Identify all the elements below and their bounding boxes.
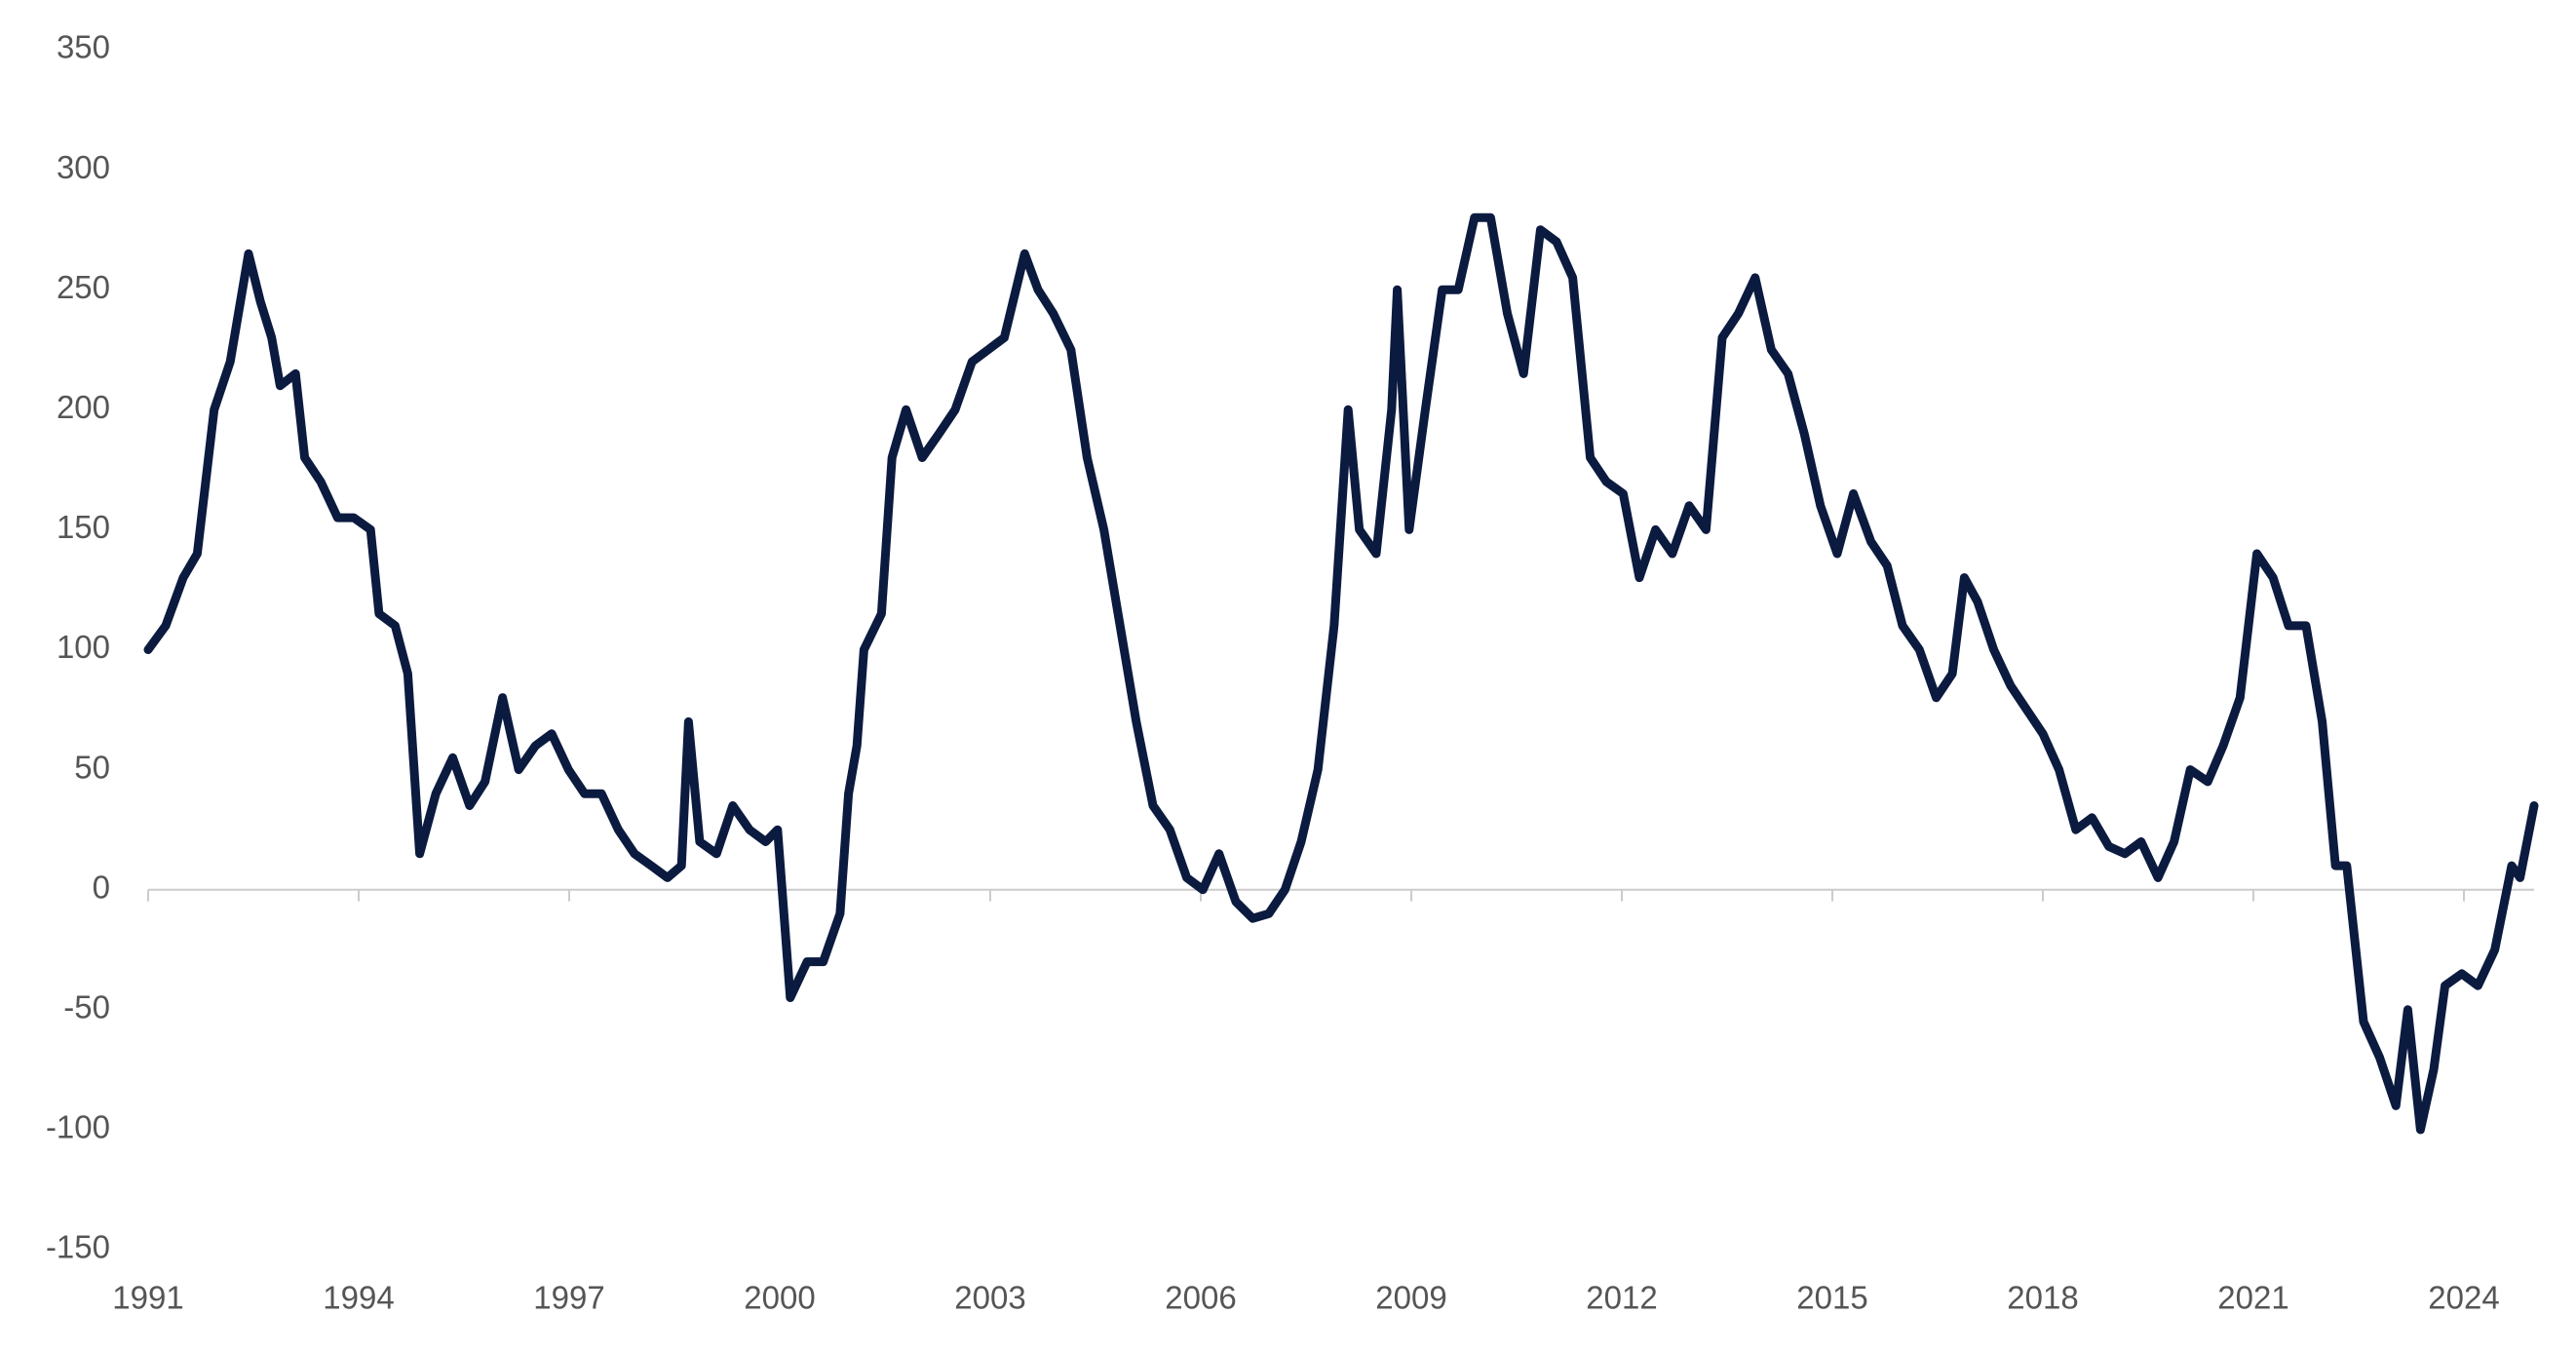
y-tick-label: 50 <box>74 749 110 785</box>
y-tick-label: -50 <box>63 989 110 1025</box>
series-line <box>143 213 2539 1135</box>
y-tick-label: 300 <box>57 149 110 185</box>
x-tick-label: 2000 <box>744 1280 815 1316</box>
y-tick-label: 100 <box>57 629 110 665</box>
x-tick-label: 2006 <box>1165 1280 1236 1316</box>
y-tick-label: 250 <box>57 269 110 305</box>
x-tick-label: 2018 <box>2007 1280 2078 1316</box>
x-tick-label: 2009 <box>1375 1280 1446 1316</box>
y-tick-label: 200 <box>57 389 110 425</box>
y-tick-label: -100 <box>46 1109 110 1145</box>
x-tick-label: 2012 <box>1586 1280 1657 1316</box>
y-tick-label: 150 <box>57 509 110 545</box>
x-tick-label: 2021 <box>2217 1280 2288 1316</box>
x-tick-label: 2024 <box>2428 1280 2499 1316</box>
y-tick-label: -150 <box>46 1229 110 1265</box>
x-tick-label: 1991 <box>112 1280 183 1316</box>
x-tick-label: 2003 <box>954 1280 1025 1316</box>
x-tick-label: 1994 <box>323 1280 394 1316</box>
x-tick-label: 1997 <box>533 1280 604 1316</box>
y-tick-label: 350 <box>57 29 110 65</box>
y-tick-label: 0 <box>93 869 110 905</box>
x-tick-label: 2015 <box>1796 1280 1867 1316</box>
